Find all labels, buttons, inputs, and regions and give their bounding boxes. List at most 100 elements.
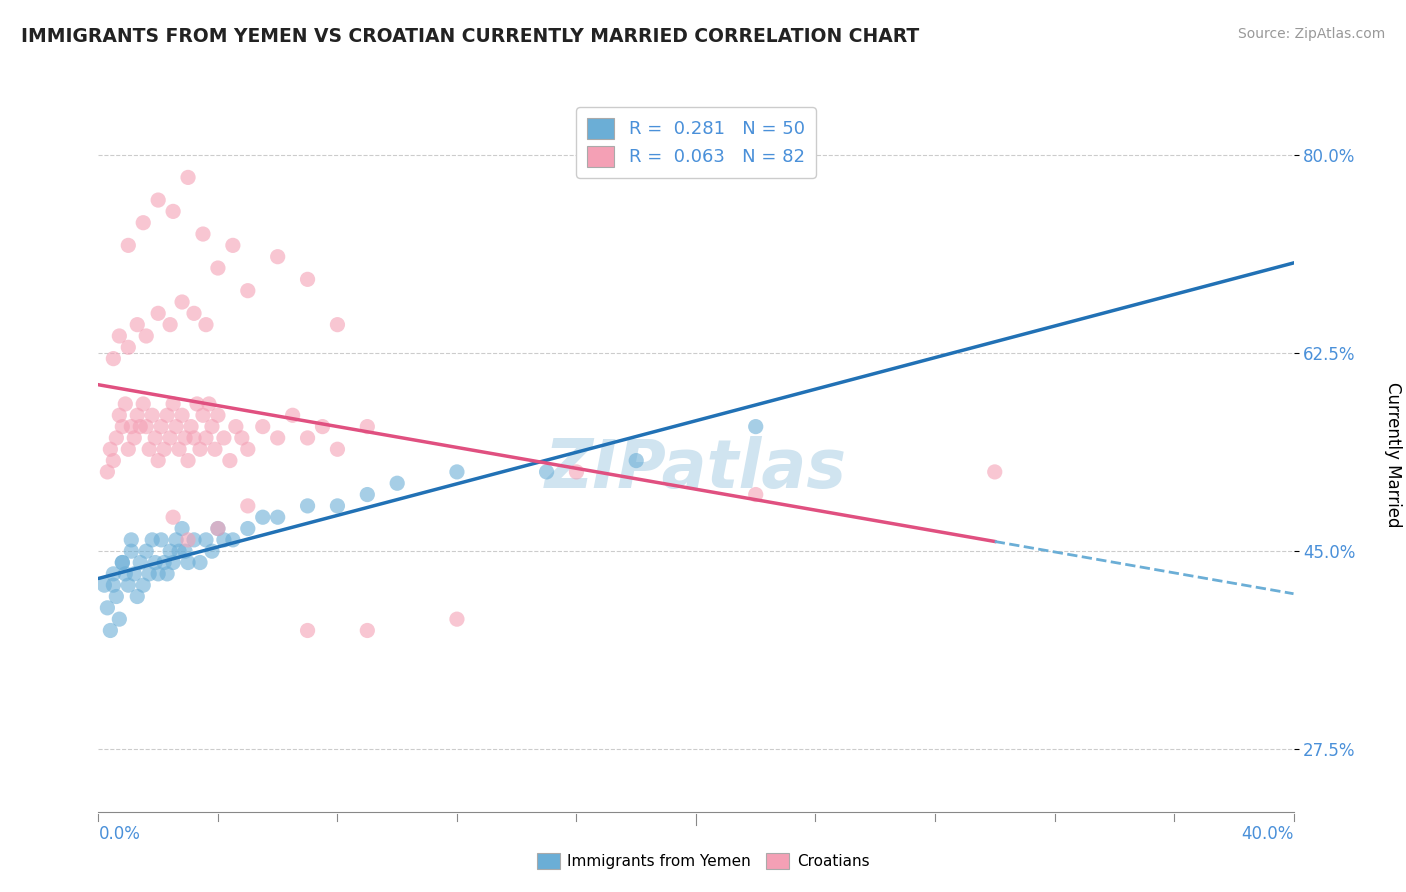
Point [148,566,170,581]
Point [167,442,190,457]
Point [177,533,200,547]
Point [165,533,187,547]
Point [191,409,214,423]
Point [132,216,155,230]
Point [127,409,149,423]
Point [236,499,259,513]
Point [385,476,409,491]
Point [138,442,160,457]
Point [120,419,142,434]
Point [446,612,468,626]
Point [148,193,170,207]
Point [117,442,139,457]
Point [624,453,647,467]
Point [96,465,118,479]
Point [983,465,1005,479]
Point [172,295,194,310]
Point [177,453,200,467]
Point [143,556,166,570]
Point [267,510,290,524]
Point [207,522,229,536]
Point [222,533,245,547]
Point [252,419,274,434]
Point [98,442,122,457]
Point [159,431,181,445]
Point [114,566,136,581]
Point [536,465,558,479]
Point [150,533,173,547]
Point [108,329,131,343]
Point [326,318,349,332]
Point [188,556,211,570]
Point [135,419,157,434]
Point [183,533,205,547]
Point [183,431,205,445]
Point [219,453,242,467]
Point [153,442,176,457]
Point [311,419,333,434]
Point [188,442,211,457]
Point [138,566,160,581]
Point [165,419,187,434]
Point [153,556,176,570]
Point [174,544,197,558]
Point [141,409,163,423]
Point [194,533,218,547]
Point [172,409,194,423]
Point [172,522,194,536]
Point [297,272,319,286]
Point [252,510,274,524]
Legend: R =  0.281   N = 50, R =  0.063   N = 82: R = 0.281 N = 50, R = 0.063 N = 82 [576,107,815,178]
Point [201,544,224,558]
Point [186,397,208,411]
Point [225,419,247,434]
Point [177,556,200,570]
Legend: Immigrants from Yemen, Croatians: Immigrants from Yemen, Croatians [530,847,876,875]
Point [174,431,197,445]
Point [162,556,184,570]
Point [201,419,224,434]
Point [93,578,115,592]
Point [207,522,229,536]
Point [108,409,131,423]
Point [132,578,155,592]
Point [117,238,139,252]
Point [127,318,149,332]
Point [103,578,125,592]
Point [326,499,349,513]
Point [141,533,163,547]
Point [167,544,190,558]
Point [98,624,122,638]
Point [117,578,139,592]
Point [297,624,319,638]
Point [103,453,125,467]
Point [236,284,259,298]
Point [356,419,378,434]
Point [356,487,378,501]
Point [159,318,181,332]
Point [222,238,245,252]
Point [212,431,235,445]
Point [207,260,229,275]
Point [281,409,304,423]
Point [183,306,205,320]
Point [120,544,142,558]
Point [162,204,184,219]
Point [105,590,128,604]
Point [156,566,179,581]
Point [143,431,166,445]
Point [129,419,152,434]
Point [194,318,218,332]
Point [177,170,200,185]
Point [297,431,319,445]
Text: IMMIGRANTS FROM YEMEN VS CROATIAN CURRENTLY MARRIED CORRELATION CHART: IMMIGRANTS FROM YEMEN VS CROATIAN CURREN… [21,27,920,45]
Point [120,533,142,547]
Point [96,600,118,615]
Point [150,419,173,434]
Point [446,465,468,479]
Point [231,431,253,445]
Point [326,442,349,457]
Point [105,431,128,445]
Point [124,431,146,445]
Point [194,431,218,445]
